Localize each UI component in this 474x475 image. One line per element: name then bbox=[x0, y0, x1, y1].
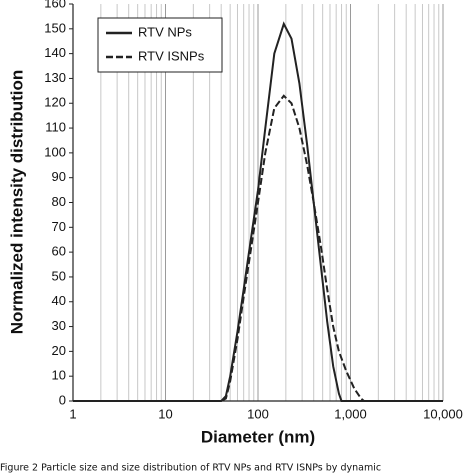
x-tick-label: 10 bbox=[158, 406, 172, 421]
y-tick-label: 120 bbox=[44, 95, 66, 110]
y-tick-label: 10 bbox=[52, 368, 66, 383]
x-tick-label: 100 bbox=[247, 406, 269, 421]
y-tick-label: 40 bbox=[52, 293, 66, 308]
legend: RTV NPs RTV ISNPs bbox=[97, 17, 223, 73]
legend-label: RTV NPs bbox=[138, 24, 192, 39]
y-tick-label: 160 bbox=[44, 0, 66, 10]
y-tick-label: 20 bbox=[52, 343, 66, 358]
y-tick-label: 90 bbox=[52, 169, 66, 184]
y-tick-label: 80 bbox=[52, 194, 66, 209]
caption: Figure 2 Particle size and size distribu… bbox=[0, 463, 381, 474]
y-tick-label: 60 bbox=[52, 244, 66, 259]
legend-box bbox=[97, 17, 223, 73]
y-tick-label: 30 bbox=[52, 318, 66, 333]
x-axis-title: Diameter (nm) bbox=[201, 427, 315, 446]
y-tick-label: 70 bbox=[52, 219, 66, 234]
x-tick-label: 1 bbox=[69, 406, 76, 421]
data-line bbox=[73, 94, 443, 402]
y-axis-title: Normalized intensity distribution bbox=[7, 70, 26, 334]
x-tick-label: 10,000 bbox=[423, 406, 463, 421]
y-tick-label: 150 bbox=[44, 20, 66, 35]
legend-label: RTV ISNPs bbox=[138, 48, 205, 63]
y-tick-label: 50 bbox=[52, 268, 66, 283]
y-tick-label: 140 bbox=[44, 45, 66, 60]
y-tick-label: 130 bbox=[44, 70, 66, 85]
y-tick-label: 100 bbox=[44, 144, 66, 159]
x-tick-label: 1,000 bbox=[334, 406, 367, 421]
y-tick-label: 110 bbox=[45, 120, 66, 135]
y-tick-label: 0 bbox=[59, 392, 66, 407]
